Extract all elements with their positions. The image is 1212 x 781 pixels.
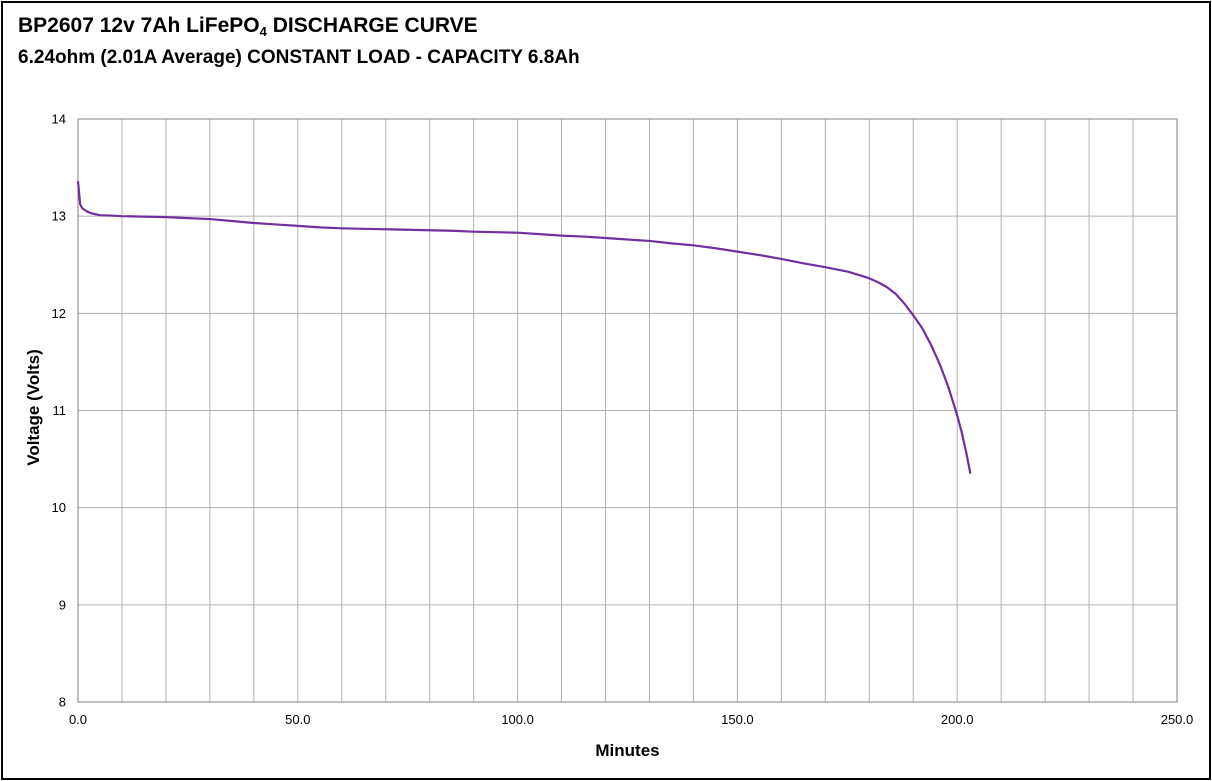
x-tick-label: 150.0 [721,712,754,727]
y-tick-label: 11 [53,403,67,418]
x-tick-label: 200.0 [941,712,974,727]
plot-area-border [77,118,1178,703]
chart-title: BP2607 12v 7Ah LiFePO4 DISCHARGE CURVE [18,14,478,39]
grid-lines [77,118,1178,703]
x-tick-label: 50.0 [285,712,310,727]
chart-subtitle: 6.24ohm (2.01A Average) CONSTANT LOAD - … [18,47,580,68]
y-axis-ticks: 8 9 10 11 12 13 14 [52,112,66,710]
chart-title-subscript: 4 [259,24,267,39]
x-tick-label: 100.0 [501,712,534,727]
chart-title-main: BP2607 12v 7Ah LiFePO [18,14,260,37]
x-tick-label: 250.0 [1161,712,1194,727]
y-tick-label: 14 [52,112,66,127]
y-tick-label: 13 [52,209,66,224]
y-tick-label: 9 [59,597,66,612]
y-axis-label: Voltage (Volts) [24,349,43,466]
x-tick-label: 0.0 [69,712,87,727]
chart-title-rest: DISCHARGE CURVE [266,14,478,37]
x-axis-ticks: 0.0 50.0 100.0 150.0 200.0 250.0 [69,712,1193,727]
series-line-voltage [76,181,972,474]
x-axis-label: Minutes [595,741,659,760]
y-tick-label: 10 [52,500,66,515]
y-tick-label: 12 [52,306,66,321]
y-tick-label: 8 [59,695,66,710]
